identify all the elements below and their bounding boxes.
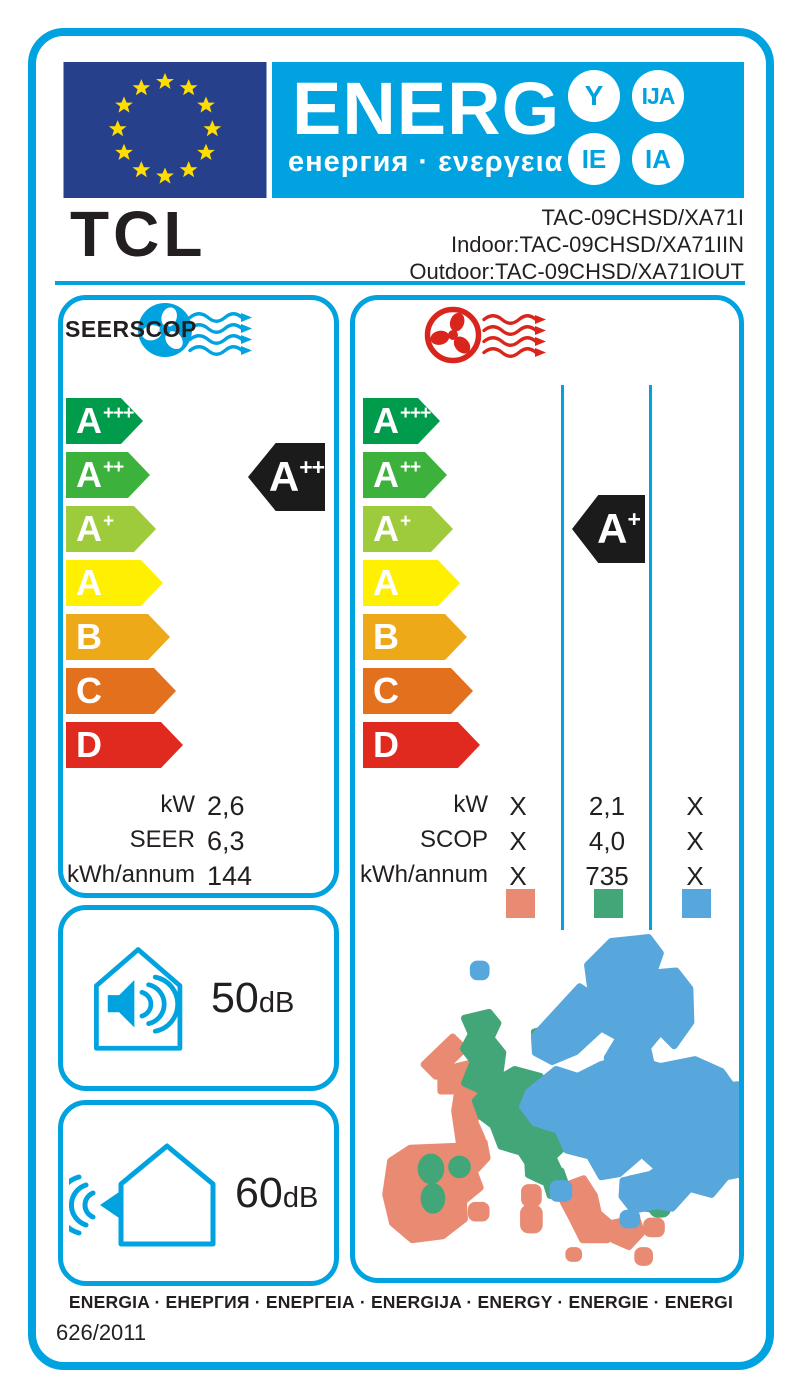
model-outdoor: Outdoor:TAC-09CHSD/XA71IOUT xyxy=(409,259,744,284)
map-colder-region xyxy=(469,934,739,1229)
scale-arrow-a: A xyxy=(363,560,460,606)
legend-square-colder xyxy=(682,889,711,918)
scale-arrow-a3: A +++ xyxy=(363,398,440,444)
cooling-kw-value: 2,6 xyxy=(207,791,245,821)
scale-arrow-d: D xyxy=(363,722,480,768)
cooling-section: SEERSCOP A +++ A ++ A + A B C D A ++ k xyxy=(58,295,339,898)
energ-title: ENERG xyxy=(292,67,561,150)
scale-arrow-a: A xyxy=(66,560,163,606)
cooling-fan-icon xyxy=(138,303,192,357)
seer-scop-label: SEERSCOP xyxy=(65,316,197,342)
scale-arrow-b: B xyxy=(363,614,467,660)
cooling-seer-value: 6,3 xyxy=(207,826,245,856)
heating-kwh-average: 735 xyxy=(585,861,629,891)
scale-arrow-a2: A ++ xyxy=(66,452,150,498)
header-divider xyxy=(55,281,745,285)
heating-fan-icon xyxy=(424,306,482,364)
cooling-kwh-label: kWh/annum xyxy=(66,861,195,888)
scale-arrow-a1: A + xyxy=(66,506,156,552)
heating-kw-warmer: X xyxy=(509,791,527,821)
energ-band: ENERG енергия · ενεργεια Y IJA IE IA xyxy=(272,62,744,198)
indoor-noise-icon xyxy=(94,947,183,1051)
badge-ie: IE xyxy=(568,133,620,185)
heating-kw-average: 2,1 xyxy=(588,791,626,821)
heating-kwh-warmer: X xyxy=(509,861,527,891)
outdoor-noise-icon xyxy=(69,1143,216,1247)
model-indoor: Indoor:TAC-09CHSD/XA71IIN xyxy=(450,232,744,257)
heating-scop-warmer: X xyxy=(509,826,527,856)
heating-kwh-colder: X xyxy=(686,861,704,891)
scale-arrow-c: C xyxy=(363,668,473,714)
badge-y: Y xyxy=(568,70,620,122)
legend-square-warmer xyxy=(506,889,535,918)
legend-square-average xyxy=(594,889,623,918)
outdoor-noise-value: 60dB xyxy=(235,1168,319,1217)
energ-subtitle: енергия · ενεργεια xyxy=(288,146,564,178)
brand-logo: TCL xyxy=(70,198,207,270)
scale-arrow-b: B xyxy=(66,614,170,660)
heating-rating-arrow: A + xyxy=(572,495,645,563)
climate-column-divider-1 xyxy=(561,385,564,930)
heating-kw-label: kW xyxy=(453,791,488,818)
model-numbers: TAC-09CHSD/XA71I Indoor:TAC-09CHSD/XA71I… xyxy=(350,204,744,285)
model-line: TAC-09CHSD/XA71I xyxy=(541,205,744,230)
heating-scop-colder: X xyxy=(686,826,704,856)
scale-arrow-a3: A +++ xyxy=(66,398,143,444)
cooling-kwh-value: 144 xyxy=(207,861,253,891)
europe-climate-map xyxy=(382,934,739,1266)
cooling-rating-arrow: A ++ xyxy=(248,443,325,511)
badge-ija: IJA xyxy=(632,70,684,122)
indoor-noise-section: 50dB xyxy=(58,905,339,1091)
scale-arrow-a1: A + xyxy=(363,506,453,552)
cooling-kw-label: kW xyxy=(160,791,195,818)
warm-air-waves-icon xyxy=(482,314,548,359)
cooling-seer-label: SEER xyxy=(129,826,195,853)
cool-air-waves-icon xyxy=(188,312,254,357)
regulation-number: 626/2011 xyxy=(56,1320,147,1345)
scale-arrow-d: D xyxy=(66,722,183,768)
outdoor-noise-section: 60dB xyxy=(58,1100,339,1286)
heating-kw-colder: X xyxy=(686,791,704,821)
indoor-noise-value: 50dB xyxy=(211,973,295,1022)
badge-ia: IA xyxy=(632,133,684,185)
eu-flag xyxy=(63,62,267,198)
heating-scop-average: 4,0 xyxy=(588,826,626,856)
scale-arrow-a2: A ++ xyxy=(363,452,447,498)
energy-words-footer: ENERGIA · ЕНЕРГИЯ · ΕΝΕΡΓΕΙΑ · ENERGIJA … xyxy=(68,1292,734,1312)
climate-column-divider-2 xyxy=(649,385,652,930)
scale-arrow-c: C xyxy=(66,668,176,714)
heating-scop-label: SCOP xyxy=(419,826,488,853)
heating-kwh-label: kWh/annum xyxy=(359,861,488,888)
heating-section: A +++ A ++ A + A B C D A + kW X 2,1 X SCOP X… xyxy=(350,295,744,1283)
